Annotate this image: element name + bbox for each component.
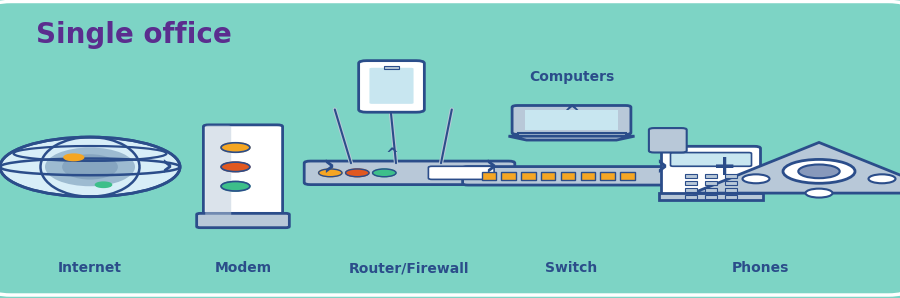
- Bar: [620, 172, 634, 180]
- Bar: [561, 172, 575, 180]
- Text: Computers: Computers: [529, 71, 614, 84]
- Bar: [580, 172, 595, 180]
- Circle shape: [64, 154, 84, 161]
- Bar: [600, 172, 615, 180]
- Circle shape: [798, 164, 840, 178]
- Circle shape: [806, 189, 832, 198]
- Bar: [521, 172, 535, 180]
- Text: ›: ›: [484, 152, 497, 181]
- Bar: [685, 195, 698, 199]
- Text: ^: ^: [563, 104, 580, 123]
- Polygon shape: [693, 142, 900, 193]
- Bar: [685, 181, 698, 185]
- Bar: [685, 188, 698, 192]
- FancyBboxPatch shape: [203, 125, 283, 218]
- Circle shape: [783, 159, 855, 183]
- Text: Router/Firewall: Router/Firewall: [349, 261, 470, 275]
- FancyBboxPatch shape: [428, 166, 494, 179]
- Circle shape: [742, 174, 770, 183]
- Bar: [384, 66, 399, 69]
- Bar: [705, 174, 717, 178]
- Circle shape: [95, 182, 112, 187]
- Circle shape: [319, 169, 342, 177]
- Circle shape: [0, 137, 180, 197]
- Bar: [724, 195, 737, 199]
- Ellipse shape: [62, 154, 118, 179]
- Text: Phones: Phones: [732, 261, 789, 275]
- Text: Internet: Internet: [58, 261, 122, 275]
- Bar: [518, 133, 626, 136]
- Circle shape: [221, 162, 250, 172]
- Bar: [724, 188, 737, 192]
- Circle shape: [373, 169, 396, 177]
- FancyBboxPatch shape: [670, 153, 752, 166]
- Bar: [659, 193, 763, 200]
- Circle shape: [221, 181, 250, 191]
- Bar: [705, 181, 717, 185]
- Ellipse shape: [45, 148, 135, 186]
- Text: +: +: [713, 153, 736, 181]
- Bar: [724, 181, 737, 185]
- Bar: [501, 172, 516, 180]
- Text: ›: ›: [655, 152, 668, 181]
- Bar: [705, 188, 717, 192]
- Circle shape: [868, 174, 896, 183]
- FancyBboxPatch shape: [662, 146, 760, 197]
- Bar: [482, 172, 496, 180]
- Circle shape: [221, 143, 250, 152]
- Bar: [685, 174, 698, 178]
- FancyBboxPatch shape: [512, 105, 631, 134]
- FancyBboxPatch shape: [649, 128, 687, 153]
- Bar: [705, 195, 717, 199]
- FancyBboxPatch shape: [358, 61, 425, 112]
- Text: Single office: Single office: [36, 21, 232, 49]
- Text: Modem: Modem: [214, 261, 272, 275]
- FancyBboxPatch shape: [369, 68, 413, 104]
- Text: ^: ^: [385, 147, 398, 162]
- Polygon shape: [508, 136, 634, 140]
- Bar: [525, 110, 618, 130]
- FancyBboxPatch shape: [304, 161, 515, 185]
- Text: ›: ›: [160, 152, 173, 181]
- Bar: [541, 172, 555, 180]
- FancyBboxPatch shape: [463, 167, 680, 185]
- Text: ›: ›: [322, 152, 335, 181]
- Text: Switch: Switch: [545, 261, 598, 275]
- FancyBboxPatch shape: [197, 213, 290, 228]
- FancyBboxPatch shape: [205, 125, 231, 217]
- Circle shape: [346, 169, 369, 177]
- Bar: [724, 174, 737, 178]
